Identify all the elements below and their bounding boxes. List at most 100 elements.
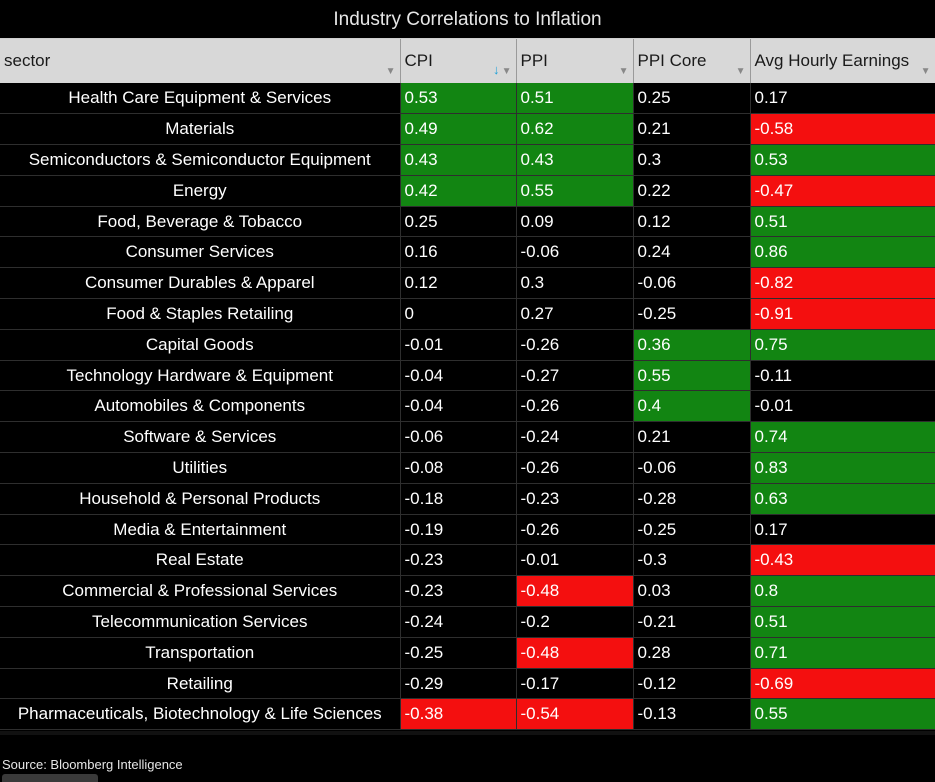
- sector-cell: Materials: [0, 113, 401, 146]
- value-cell-ppi: -0.2: [516, 606, 634, 638]
- value-cell-cpi: 0: [400, 298, 517, 330]
- column-header-avg-hourly-earnings[interactable]: Avg Hourly Earnings ▼: [750, 39, 935, 83]
- value-cell-ppi-core: 0.21: [633, 113, 751, 146]
- sector-cell: Consumer Services: [0, 236, 401, 269]
- column-header-label: sector: [4, 51, 51, 70]
- table-row: Consumer Services 0.16 -0.06 0.24 0.86: [0, 236, 935, 269]
- table-row: Household & Personal Products -0.18 -0.23-…: [0, 483, 935, 515]
- value-cell-ppi-core: -0.06: [633, 452, 751, 484]
- chart-title: Industry Correlations to Inflation: [0, 0, 935, 39]
- table-row: Food, Beverage & Tobacco 0.25 0.09 0.12 0.51: [0, 206, 935, 238]
- value-cell-avg-hourly-earnings: 0.74: [750, 421, 935, 454]
- value-cell-cpi: 0.42: [400, 175, 517, 207]
- filter-icon[interactable]: ▼: [735, 66, 746, 77]
- value-cell-ppi-core: -0.21: [633, 606, 751, 638]
- value-cell-ppi: -0.27: [516, 360, 634, 392]
- table-row: Health Care Equipment & Services 0.53 0.51…: [0, 83, 935, 115]
- value-cell-cpi: -0.04: [400, 390, 517, 423]
- value-cell-avg-hourly-earnings: 0.86: [750, 236, 935, 269]
- value-cell-ppi: 0.55: [516, 175, 634, 207]
- filter-icon[interactable]: ▼: [618, 66, 629, 77]
- filter-icon[interactable]: ▼: [385, 66, 396, 77]
- value-cell-cpi: -0.29: [400, 668, 517, 700]
- column-header-ppi-core[interactable]: PPI Core ▼: [633, 39, 751, 83]
- value-cell-cpi: -0.25: [400, 637, 517, 669]
- value-cell-avg-hourly-earnings: 0.63: [750, 483, 935, 515]
- column-header-label: CPI: [404, 51, 433, 70]
- value-cell-ppi-core: 0.25: [633, 83, 751, 115]
- value-cell-avg-hourly-earnings: 0.51: [750, 206, 935, 238]
- column-header-sector[interactable]: sector ▼: [0, 39, 401, 83]
- table-row: Technology Hardware & Equipment -0.04 -0.2…: [0, 360, 935, 392]
- filter-icon[interactable]: ▼: [501, 66, 512, 77]
- value-cell-ppi: -0.06: [516, 236, 634, 269]
- value-cell-avg-hourly-earnings: -0.43: [750, 544, 935, 577]
- value-cell-ppi: -0.26: [516, 514, 634, 546]
- value-cell-ppi: -0.01: [516, 544, 634, 577]
- table-row: Commercial & Professional Services -0.23-…: [0, 575, 935, 608]
- value-cell-ppi: -0.24: [516, 421, 634, 454]
- value-cell-avg-hourly-earnings: 0.17: [750, 83, 935, 115]
- value-cell-ppi: -0.48: [516, 637, 634, 669]
- sector-cell: Food & Staples Retailing: [0, 298, 401, 330]
- value-cell-ppi-core: 0.21: [633, 421, 751, 454]
- value-cell-cpi: -0.24: [400, 606, 517, 638]
- table-row: Utilities -0.08 -0.26 -0.06 0.83: [0, 452, 935, 484]
- table-row: Media & Entertainment -0.19 -0.26 -0.25 0.17: [0, 514, 935, 546]
- column-header-label: Avg Hourly Earnings: [754, 51, 910, 70]
- value-cell-ppi: 0.27: [516, 298, 634, 330]
- value-cell-avg-hourly-earnings: -0.69: [750, 668, 935, 700]
- table-row: Semiconductors & Semiconductor Equipment…: [0, 144, 935, 176]
- table-row: Real Estate -0.23 -0.01 -0.3 -0.43: [0, 544, 935, 577]
- value-cell-ppi-core: -0.3: [633, 544, 751, 577]
- tab-stub[interactable]: [2, 774, 98, 782]
- value-cell-ppi-core: -0.06: [633, 267, 751, 300]
- table-body: Health Care Equipment & Services 0.53 0.51…: [0, 83, 935, 731]
- value-cell-ppi-core: -0.25: [633, 514, 751, 546]
- value-cell-cpi: -0.23: [400, 575, 517, 608]
- sort-desc-icon[interactable]: ↓: [493, 62, 500, 77]
- sector-cell: Software & Services: [0, 421, 401, 454]
- value-cell-avg-hourly-earnings: 0.55: [750, 698, 935, 731]
- filter-icon[interactable]: ▼: [920, 66, 931, 77]
- sector-cell: Energy: [0, 175, 401, 207]
- value-cell-cpi: 0.25: [400, 206, 517, 238]
- sector-cell: Retailing: [0, 668, 401, 700]
- value-cell-ppi: 0.09: [516, 206, 634, 238]
- value-cell-ppi: 0.3: [516, 267, 634, 300]
- sector-cell: Media & Entertainment: [0, 514, 401, 546]
- sector-cell: Telecommunication Services: [0, 606, 401, 638]
- table-row: Software & Services -0.06 -0.24 0.21 0.74: [0, 421, 935, 454]
- value-cell-ppi-core: 0.4: [633, 390, 751, 423]
- value-cell-cpi: -0.38: [400, 698, 517, 731]
- value-cell-ppi: 0.51: [516, 83, 634, 115]
- sector-cell: Semiconductors & Semiconductor Equipment: [0, 144, 401, 176]
- table-row: Transportation -0.25 -0.48 0.28 0.71: [0, 637, 935, 669]
- sector-cell: Pharmaceuticals, Biotechnology & Life Sc…: [0, 698, 401, 731]
- value-cell-ppi: -0.48: [516, 575, 634, 608]
- value-cell-ppi-core: -0.13: [633, 698, 751, 731]
- value-cell-ppi: -0.26: [516, 452, 634, 484]
- column-header-cpi[interactable]: CPI ↓ ▼: [400, 39, 517, 83]
- value-cell-ppi: -0.17: [516, 668, 634, 700]
- value-cell-avg-hourly-earnings: 0.75: [750, 329, 935, 361]
- value-cell-avg-hourly-earnings: -0.47: [750, 175, 935, 207]
- value-cell-cpi: 0.43: [400, 144, 517, 176]
- table-row: Retailing -0.29 -0.17 -0.12 -0.69: [0, 668, 935, 700]
- sector-cell: Utilities: [0, 452, 401, 484]
- value-cell-avg-hourly-earnings: 0.8: [750, 575, 935, 608]
- value-cell-ppi-core: 0.3: [633, 144, 751, 176]
- sector-cell: Health Care Equipment & Services: [0, 83, 401, 115]
- value-cell-cpi: -0.08: [400, 452, 517, 484]
- value-cell-cpi: -0.01: [400, 329, 517, 361]
- value-cell-avg-hourly-earnings: 0.83: [750, 452, 935, 484]
- sector-cell: Commercial & Professional Services: [0, 575, 401, 608]
- value-cell-ppi: -0.26: [516, 329, 634, 361]
- table-row: Energy 0.42 0.55 0.22 -0.47: [0, 175, 935, 207]
- table-row: Automobiles & Components -0.04 -0.26 0.4 -0.…: [0, 390, 935, 423]
- value-cell-avg-hourly-earnings: -0.01: [750, 390, 935, 423]
- column-header-ppi[interactable]: PPI ▼: [516, 39, 634, 83]
- table-row: Materials 0.49 0.62 0.21 -0.58: [0, 113, 935, 146]
- value-cell-cpi: 0.16: [400, 236, 517, 269]
- table-row: Pharmaceuticals, Biotechnology & Life Sc…: [0, 698, 935, 731]
